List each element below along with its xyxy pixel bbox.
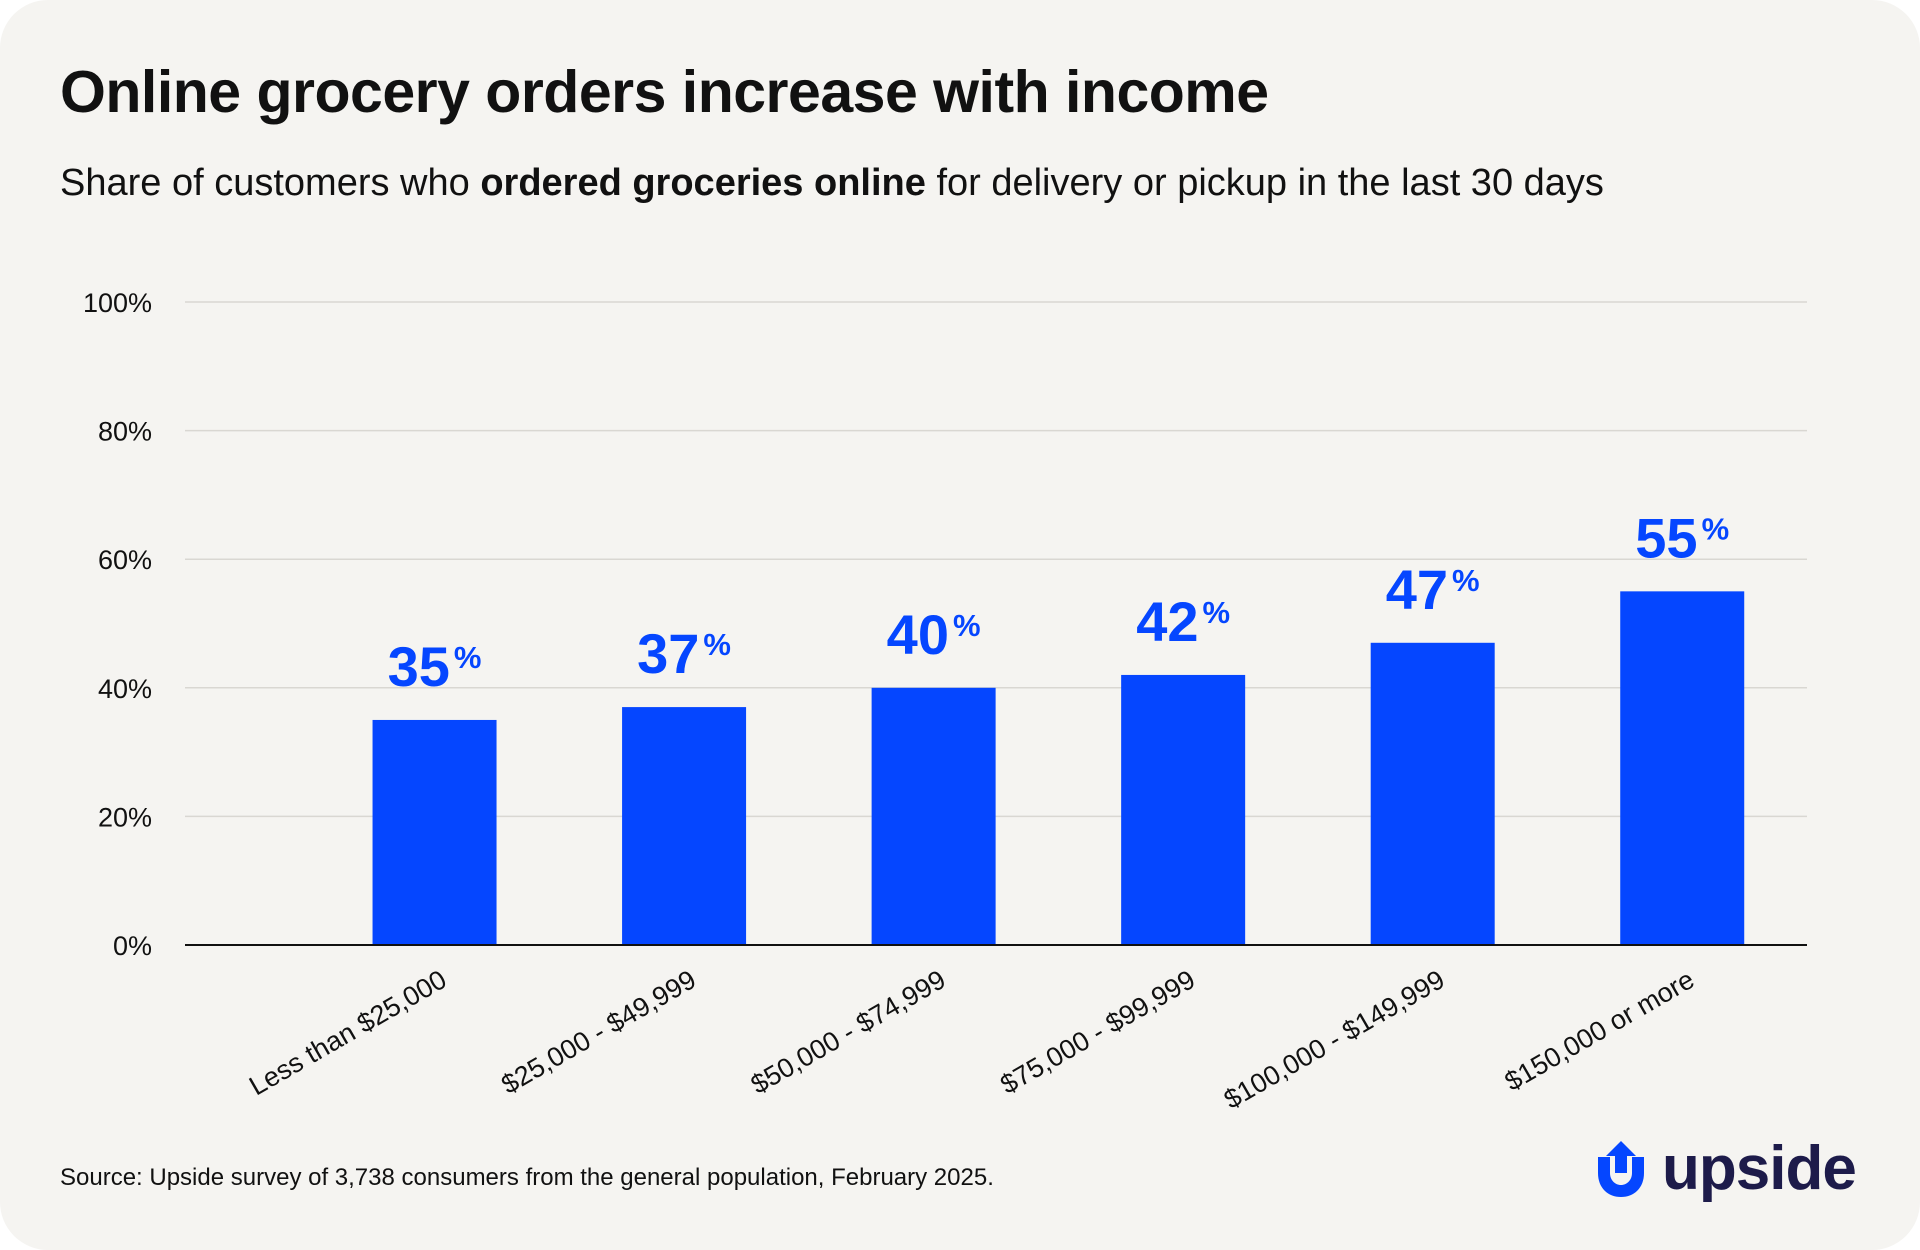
x-tick-label: Less than $25,000 <box>244 964 451 1101</box>
bar <box>1620 591 1745 945</box>
x-tick-label: $100,000 - $149,999 <box>1219 964 1450 1115</box>
bar <box>372 719 497 945</box>
bar <box>622 707 747 945</box>
bar <box>1121 674 1246 945</box>
y-tick-label: 0% <box>113 931 152 961</box>
upside-logo-icon <box>1598 1141 1644 1197</box>
y-tick-label: 60% <box>98 545 152 575</box>
x-tick-label: $25,000 - $49,999 <box>496 964 701 1100</box>
data-label: 37% <box>637 622 731 685</box>
bar <box>871 687 996 945</box>
x-tick-label: $50,000 - $74,999 <box>746 964 951 1100</box>
data-label: 47% <box>1386 558 1480 621</box>
upside-logo: upside <box>1592 1134 1857 1203</box>
y-tick-label: 40% <box>98 674 152 704</box>
x-tick-label: $75,000 - $99,999 <box>995 964 1200 1100</box>
data-label-percent: % <box>1203 595 1231 630</box>
bar <box>1370 642 1495 945</box>
chart-title: Online grocery orders increase with inco… <box>60 59 1269 125</box>
data-label: 35% <box>388 635 482 698</box>
subtitle-text-end: for delivery or pickup in the last 30 da… <box>925 162 1604 204</box>
data-label-percent: % <box>454 640 482 675</box>
y-tick-label: 100% <box>83 288 152 318</box>
chart-subtitle: Share of customers who ordered groceries… <box>60 162 1604 205</box>
data-label-percent: % <box>953 608 981 643</box>
data-label: 40% <box>887 603 981 666</box>
data-label-percent: % <box>1702 511 1730 546</box>
data-label-percent: % <box>703 627 731 662</box>
y-tick-label: 20% <box>98 802 152 832</box>
y-tick-label: 80% <box>98 417 152 447</box>
subtitle-emphasis: ordered groceries online <box>480 162 926 204</box>
source-note: Source: Upside survey of 3,738 consumers… <box>60 1164 994 1191</box>
data-label: 42% <box>1136 590 1230 653</box>
subtitle-text-start: Share of customers who <box>60 162 481 204</box>
bar-chart: 0% 20% 40% 60% 80% 100% 35 % Less than $25,000 37… <box>83 288 1807 1115</box>
upside-logo-text: upside <box>1662 1134 1857 1203</box>
x-tick-label: $150,000 or more <box>1500 964 1700 1097</box>
data-label-percent: % <box>1452 563 1480 598</box>
data-label: 55% <box>1635 506 1729 569</box>
